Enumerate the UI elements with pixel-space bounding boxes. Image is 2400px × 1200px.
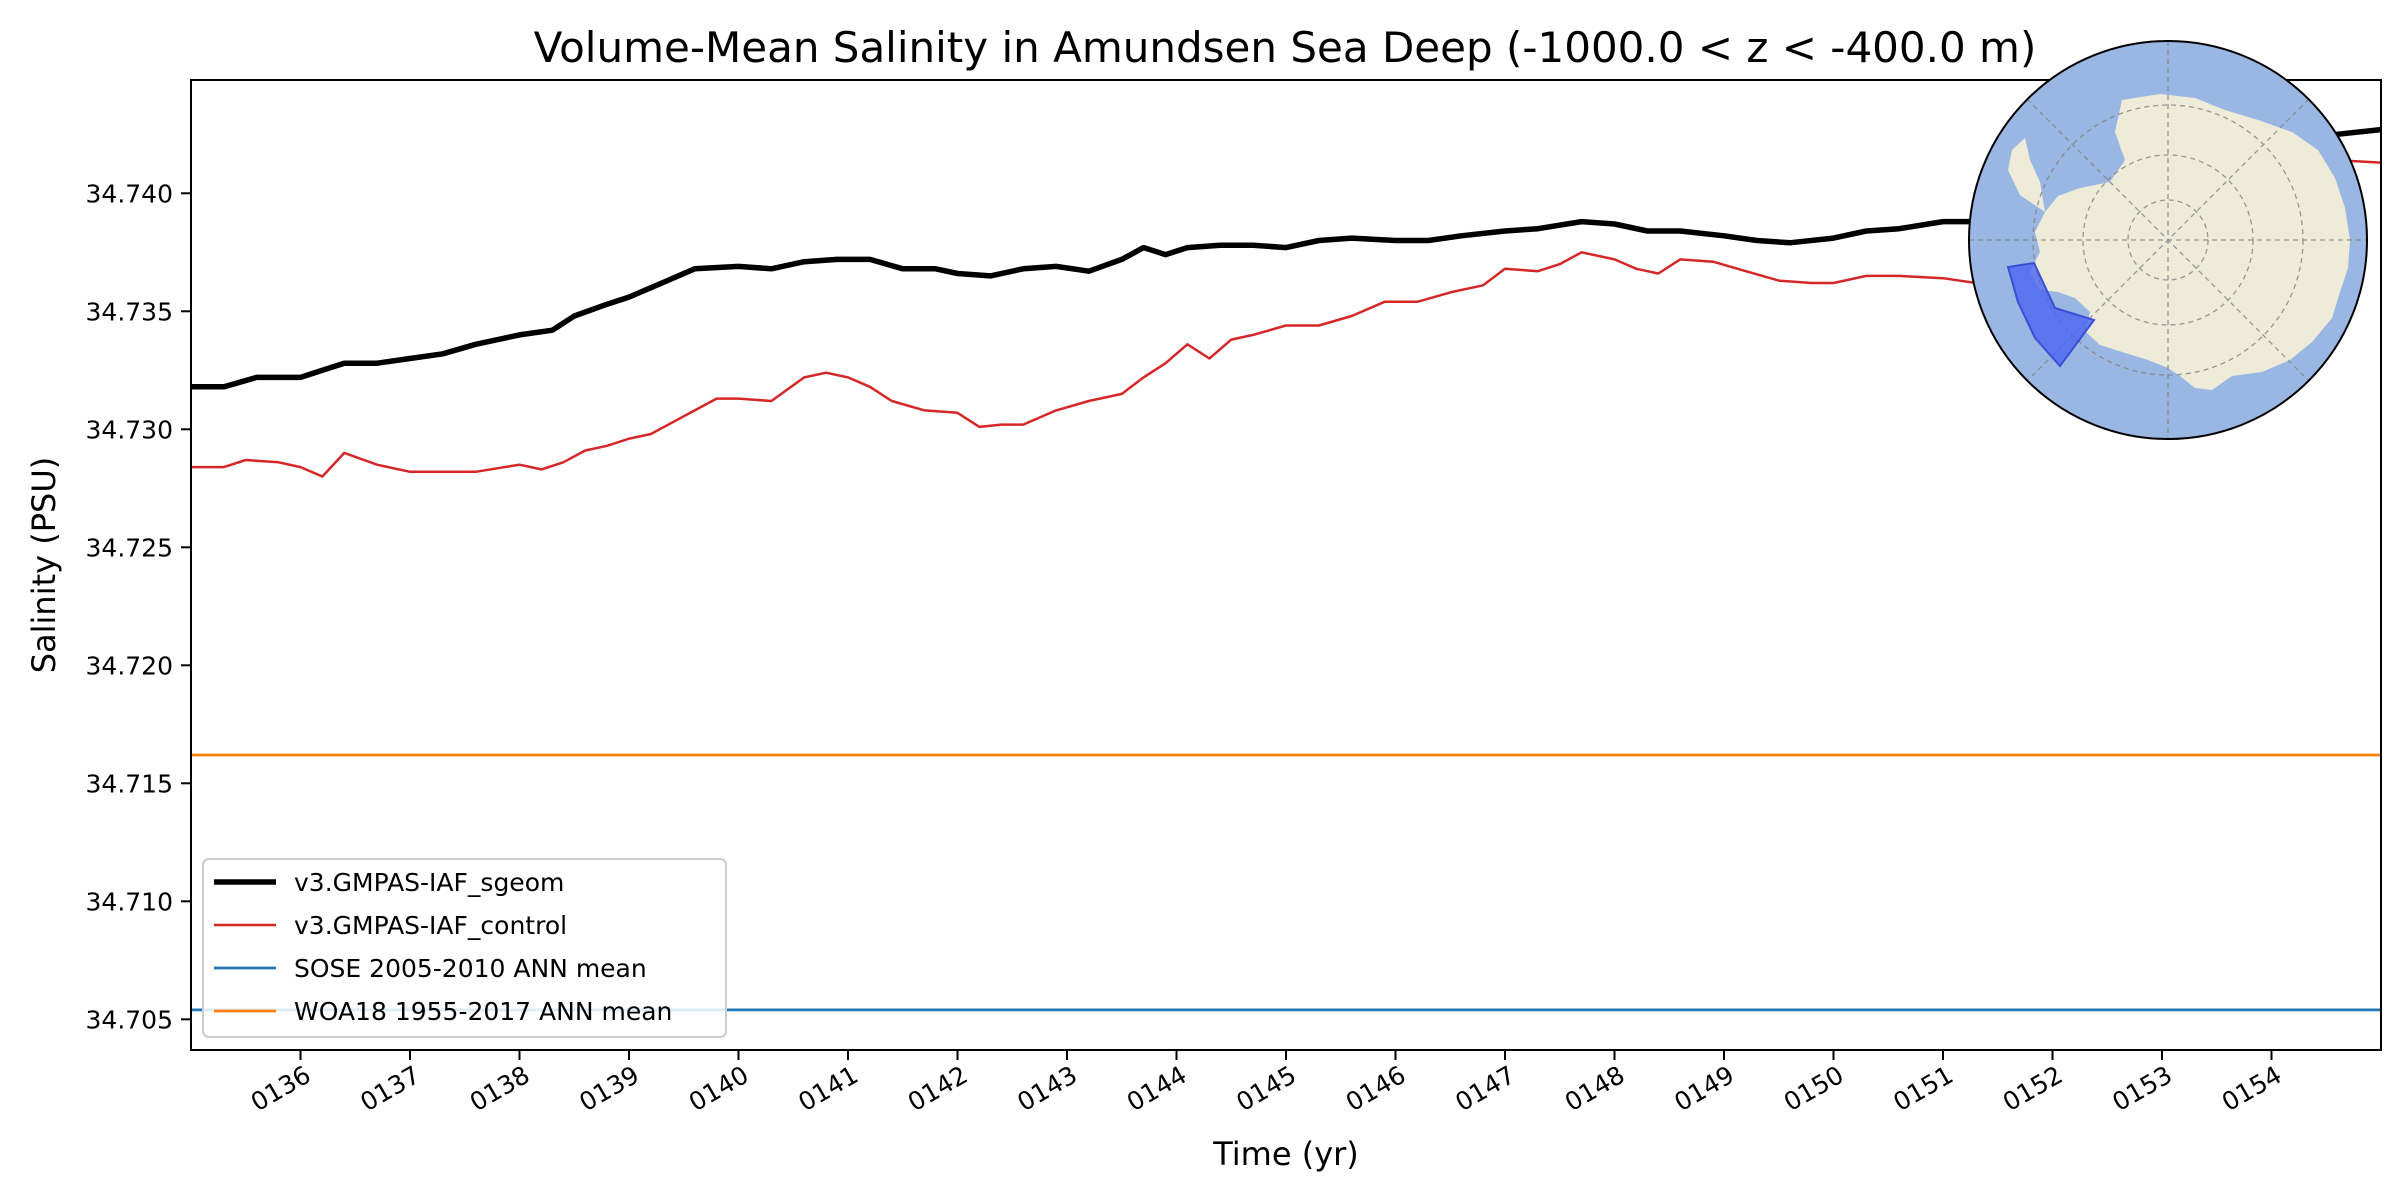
chart-title: Volume-Mean Salinity in Amundsen Sea Dee… (534, 23, 2037, 72)
legend-label: WOA18 1955-2017 ANN mean (294, 997, 672, 1026)
x-tick-label: 0154 (2217, 1060, 2287, 1117)
x-tick-label: 0150 (1779, 1060, 1849, 1117)
x-tick-label: 0137 (355, 1060, 425, 1117)
y-tick-label: 34.705 (86, 1005, 173, 1034)
x-axis-label: Time (yr) (1212, 1135, 1359, 1173)
x-tick-label: 0151 (1888, 1060, 1958, 1117)
y-tick-label: 34.735 (86, 297, 173, 326)
x-axis: 0136 0137 0138 0139 0140 0141 0142 0143 0144 0145… (246, 1050, 2287, 1117)
y-axis: 34.705 34.710 34.715 34.720 34.725 34.730 34.7… (86, 179, 191, 1034)
y-tick-label: 34.710 (86, 887, 173, 916)
x-tick-label: 0142 (903, 1060, 973, 1117)
x-tick-label: 0146 (1341, 1060, 1411, 1117)
x-tick-label: 0138 (465, 1060, 535, 1117)
x-tick-label: 0152 (1998, 1060, 2068, 1117)
x-tick-label: 0153 (2107, 1060, 2177, 1117)
antarctica-landmass (2030, 94, 2350, 390)
map-border (1968, 40, 2368, 440)
amundsen-sea-region (2006, 261, 2096, 368)
y-axis-label: Salinity (PSU) (25, 457, 63, 674)
y-tick-label: 34.730 (86, 415, 173, 444)
y-tick-label: 34.725 (86, 533, 173, 562)
legend-label: v3.GMPAS-IAF_sgeom (294, 868, 564, 897)
x-tick-label: 0141 (793, 1060, 863, 1117)
map-gridlines (1969, 41, 2367, 439)
y-tick-label: 34.740 (86, 179, 173, 208)
antarctic-peninsula (2008, 138, 2045, 212)
x-tick-label: 0143 (1012, 1060, 1082, 1117)
x-tick-label: 0136 (246, 1060, 316, 1117)
antarctica-polar-map-icon (1968, 40, 2368, 440)
x-tick-label: 0140 (684, 1060, 754, 1117)
series-line-1 (191, 158, 2381, 478)
y-tick-label: 34.720 (86, 651, 173, 680)
legend-label: v3.GMPAS-IAF_control (294, 911, 567, 940)
legend-box (202, 858, 727, 1038)
x-tick-label: 0145 (1231, 1060, 1301, 1117)
legend: v3.GMPAS-IAF_sgeom v3.GMPAS-IAF_control SO… (202, 858, 727, 1038)
x-tick-label: 0149 (1669, 1060, 1739, 1117)
x-tick-label: 0144 (1122, 1060, 1192, 1117)
legend-label: SOSE 2005-2010 ANN mean (294, 954, 647, 983)
x-tick-label: 0147 (1450, 1060, 1520, 1117)
y-tick-label: 34.715 (86, 769, 173, 798)
x-tick-label: 0139 (574, 1060, 644, 1117)
x-tick-label: 0148 (1560, 1060, 1630, 1117)
